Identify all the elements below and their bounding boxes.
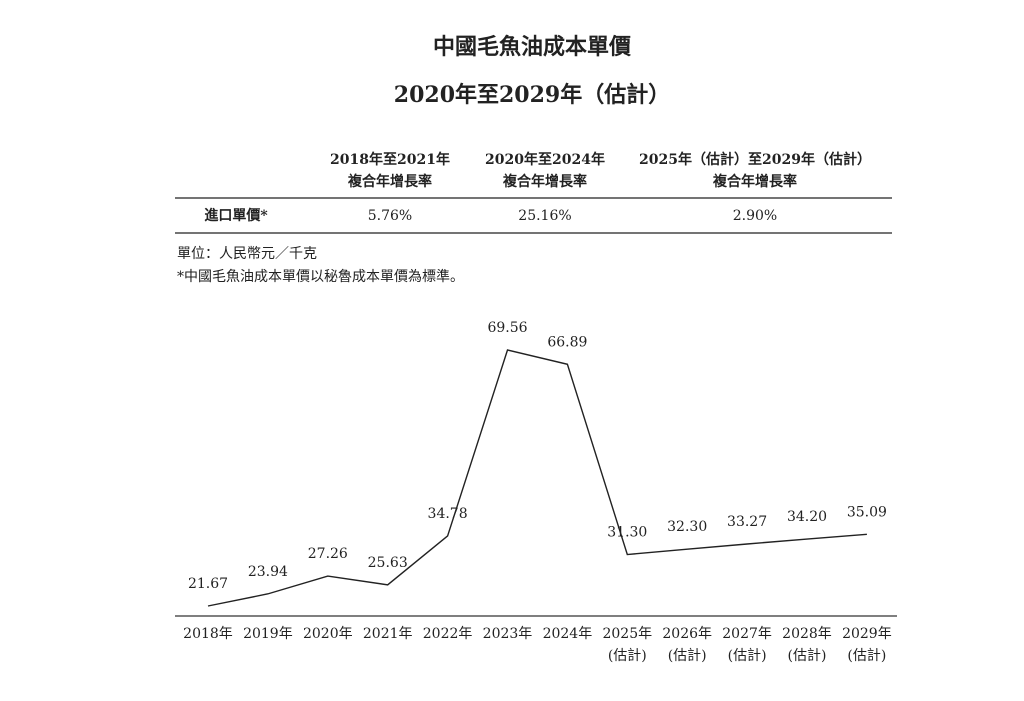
column-header: 2018年至2021年: [330, 151, 450, 168]
data-label: 66.89: [547, 334, 587, 350]
note: *中國毛魚油成本單價以秘魯成本單價為標準。: [177, 268, 464, 285]
table-cell: 2.90%: [733, 208, 777, 224]
data-label: 69.56: [487, 320, 527, 336]
data-label: 34.78: [428, 506, 468, 522]
x-tick-note: (估計): [728, 648, 767, 664]
x-tick-label: 2027年: [722, 626, 772, 642]
x-tick-label: 2029年: [842, 626, 892, 642]
x-tick-note: (估計): [847, 648, 886, 664]
data-label: 32.30: [667, 519, 707, 535]
x-tick-note: (估計): [668, 648, 707, 664]
x-tick-label: 2018年: [183, 626, 233, 642]
x-tick-label: 2025年: [602, 626, 652, 642]
x-tick-label: 2022年: [423, 626, 473, 642]
x-tick-note: (估計): [608, 648, 647, 664]
column-header: 2025年（估計）至2029年（估計）: [639, 151, 871, 168]
data-label: 34.20: [787, 509, 827, 525]
table-cell: 25.16%: [518, 208, 571, 224]
column-header: 2020年至2024年: [485, 151, 605, 168]
x-tick-label: 2026年: [662, 626, 712, 642]
table-cell: 5.76%: [368, 208, 412, 224]
data-label: 21.67: [188, 576, 228, 592]
x-tick-label: 2019年: [243, 626, 293, 642]
note: 單位：人民幣元／千克: [177, 246, 317, 262]
line: [207, 349, 867, 607]
x-tick-label: 2020年: [303, 626, 353, 642]
x-tick-note: (估計): [788, 648, 827, 664]
data-label: 27.26: [308, 546, 348, 562]
data-label: 25.63: [368, 555, 408, 571]
x-tick-label: 2021年: [363, 626, 413, 642]
column-header: 複合年增長率: [347, 173, 432, 190]
subtitle: 2020年至2029年（估計）: [394, 82, 670, 108]
row-label: 進口單價*: [204, 207, 268, 224]
x-tick-label: 2024年: [543, 626, 593, 642]
title: 中國毛魚油成本單價: [433, 34, 632, 60]
x-tick-label: 2023年: [483, 626, 533, 642]
data-label: 23.94: [248, 564, 288, 580]
column-header: 複合年增長率: [502, 173, 587, 190]
x-tick-label: 2028年: [782, 626, 832, 642]
data-label: 35.09: [847, 504, 887, 520]
column-header: 複合年增長率: [712, 173, 797, 190]
data-label: 33.27: [727, 514, 767, 530]
data-label: 31.30: [607, 525, 647, 541]
